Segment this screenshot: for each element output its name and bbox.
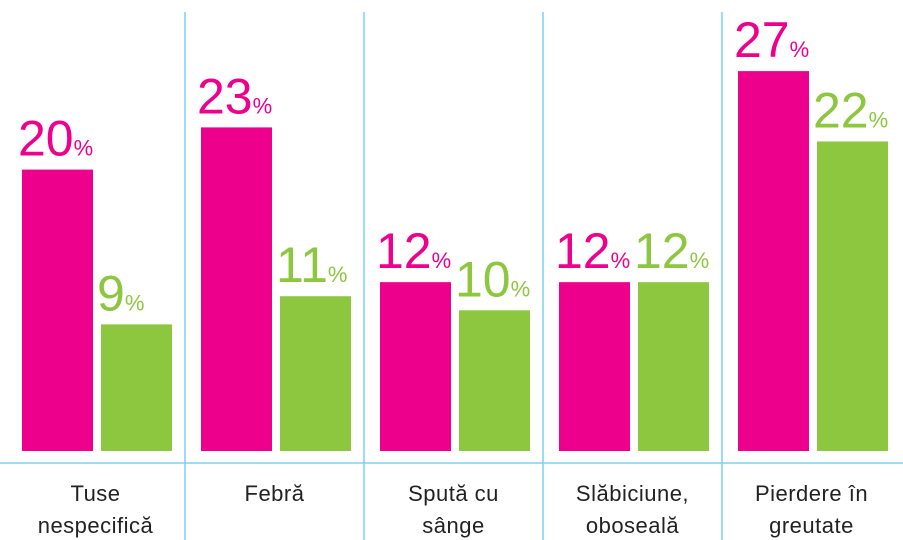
bar (101, 324, 172, 451)
value-label: 22% (813, 82, 888, 138)
bar (559, 282, 630, 451)
x-tick-label: Febră (245, 481, 305, 506)
value-label: 10% (455, 251, 530, 307)
value-label: 27% (734, 12, 809, 68)
bar (201, 127, 272, 451)
value-label: 11% (276, 237, 347, 293)
value-label: 12% (376, 223, 451, 279)
x-tick-label: Slăbiciune, oboseală (576, 481, 689, 538)
x-tick-label: Pierdere în greutate (755, 481, 868, 538)
x-tick-label: Spută cu sânge (408, 481, 499, 538)
value-label: 12% (555, 223, 630, 279)
bar (817, 141, 888, 451)
bar (280, 296, 351, 451)
bar (738, 71, 809, 452)
x-tick-label: Tuse nespecifică (38, 481, 154, 538)
value-label: 23% (197, 68, 272, 124)
bar (22, 169, 93, 451)
bar (459, 310, 530, 451)
value-label: 9% (97, 265, 144, 321)
bar (638, 282, 709, 451)
bar (380, 282, 451, 451)
value-label: 12% (634, 223, 709, 279)
value-label: 20% (18, 111, 93, 167)
